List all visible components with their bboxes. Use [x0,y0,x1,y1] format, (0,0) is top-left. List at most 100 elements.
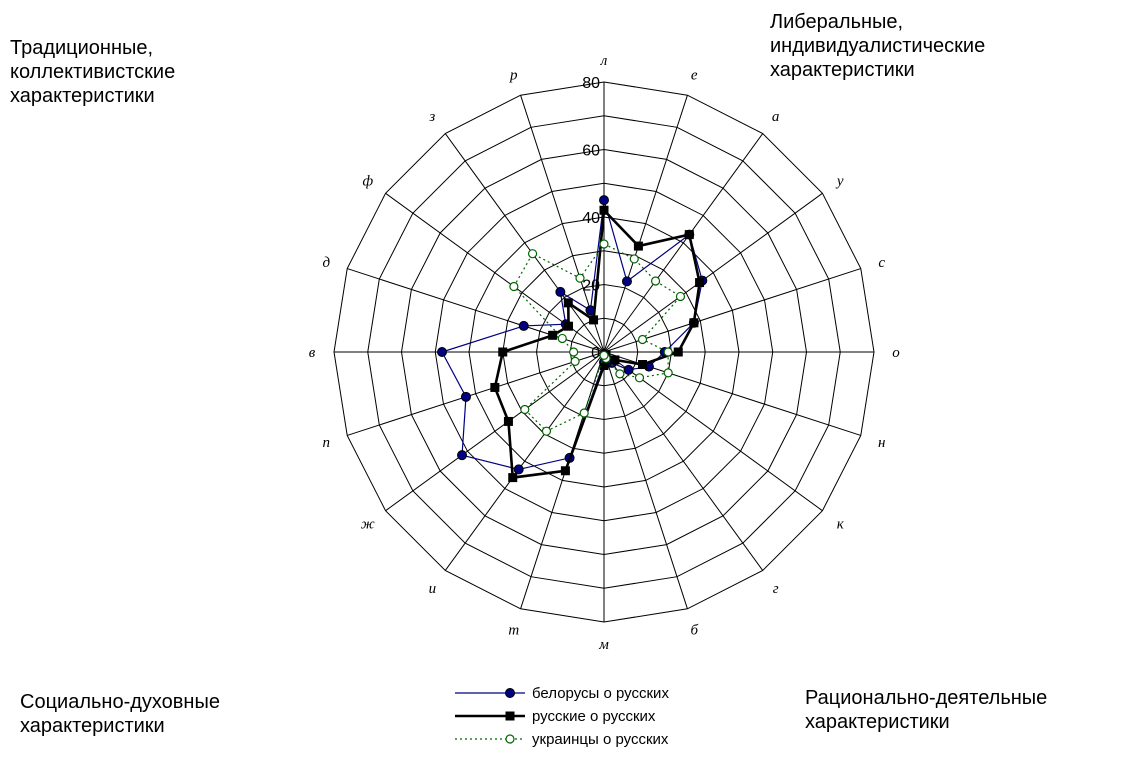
legend-label: русские о русских [532,708,656,725]
data-point [589,315,599,325]
grid-spoke [603,351,688,609]
legend-item-1: белорусы о русских [455,685,669,702]
category-labels: л е а у с о н к г б м т и ж п в д ф з р [309,53,901,653]
data-point [633,241,643,251]
data-point [518,320,529,331]
data-point [563,298,573,308]
category-label: п [323,435,331,451]
data-point [689,318,699,328]
data-point [555,286,566,297]
series-3 [509,239,686,436]
tick-label: 20 [582,278,600,295]
data-point [437,347,447,357]
data-point [460,391,471,402]
data-point [527,249,538,259]
legend-marker [505,734,515,744]
series-layer [437,195,708,483]
category-label: т [508,623,519,639]
legend-label: белорусы о русских [532,685,669,702]
data-point [599,361,609,370]
data-point [599,205,609,215]
data-point [638,360,648,370]
data-point [634,373,645,383]
data-point [490,382,500,392]
data-point [629,254,639,264]
corner-label-liberal: Либеральные, индивидуалистические характ… [770,11,986,81]
category-label: у [835,173,844,189]
tick-label: 60 [582,143,600,160]
grid-spoke [603,133,764,353]
data-point [548,330,558,340]
data-point [663,368,673,378]
data-point [560,466,570,476]
radial-tick-labels: 0 20 40 60 80 [582,75,600,362]
data-point [599,350,609,360]
category-label: в [309,345,316,361]
data-point [663,347,673,357]
tick-label: 40 [582,210,600,227]
data-point [520,404,530,415]
grid-spoke [603,351,764,571]
category-label: л [600,53,608,69]
category-label: г [773,581,779,597]
category-label: з [428,109,435,125]
legend-item-3: украинцы о русских [455,731,669,748]
category-label: о [892,345,900,361]
category-label: н [878,435,885,451]
tick-label: 0 [591,345,600,362]
corner-label-rational-active: Рационально-деятельные характеристики [805,687,1048,733]
category-label: м [598,637,609,653]
category-label: ж [361,517,375,533]
data-point [541,426,552,436]
series-line [513,243,682,432]
data-point [615,369,625,379]
data-point [503,416,513,426]
data-point [637,334,648,345]
category-label: к [837,517,845,533]
tick-label: 80 [582,75,600,92]
legend-item-2: русские о русских [455,708,656,725]
data-point [695,278,705,288]
legend-label: украинцы о русских [532,731,669,748]
data-point [508,473,518,483]
data-point [610,355,620,365]
grid-spoke [603,95,688,353]
data-point [650,276,661,286]
data-point [509,281,519,292]
category-label: а [772,109,780,125]
data-point [457,450,468,461]
data-point [599,195,609,206]
category-label: д [322,255,330,271]
data-point [684,230,694,240]
grid-spoke [347,351,605,436]
data-point [564,321,574,331]
data-point [599,239,609,249]
legend-marker [505,688,515,698]
data-point [673,347,683,357]
category-label: с [878,255,885,271]
data-point [579,408,589,418]
data-point [513,464,524,475]
grid-spoke [444,133,605,353]
data-point [557,333,567,344]
data-point [675,291,686,302]
grid-spoke [385,351,605,512]
data-point [569,347,579,357]
grid-spoke [603,192,823,353]
category-label: и [429,581,437,597]
corner-label-traditional: Традиционные, коллективистские характери… [10,37,176,107]
corner-label-social-spiritual: Социально-духовные характеристики [20,691,220,737]
data-point [570,356,580,366]
legend-marker [505,711,515,721]
category-label: р [509,67,518,83]
data-point [498,347,508,357]
data-point [623,364,634,375]
data-point [621,276,632,287]
grid-spoke [444,351,605,571]
data-point [575,273,585,283]
series-1 [437,195,708,475]
category-label: ф [362,173,373,189]
legend: белорусы о русских русские о русских украи… [455,685,669,748]
category-label: е [691,67,698,83]
